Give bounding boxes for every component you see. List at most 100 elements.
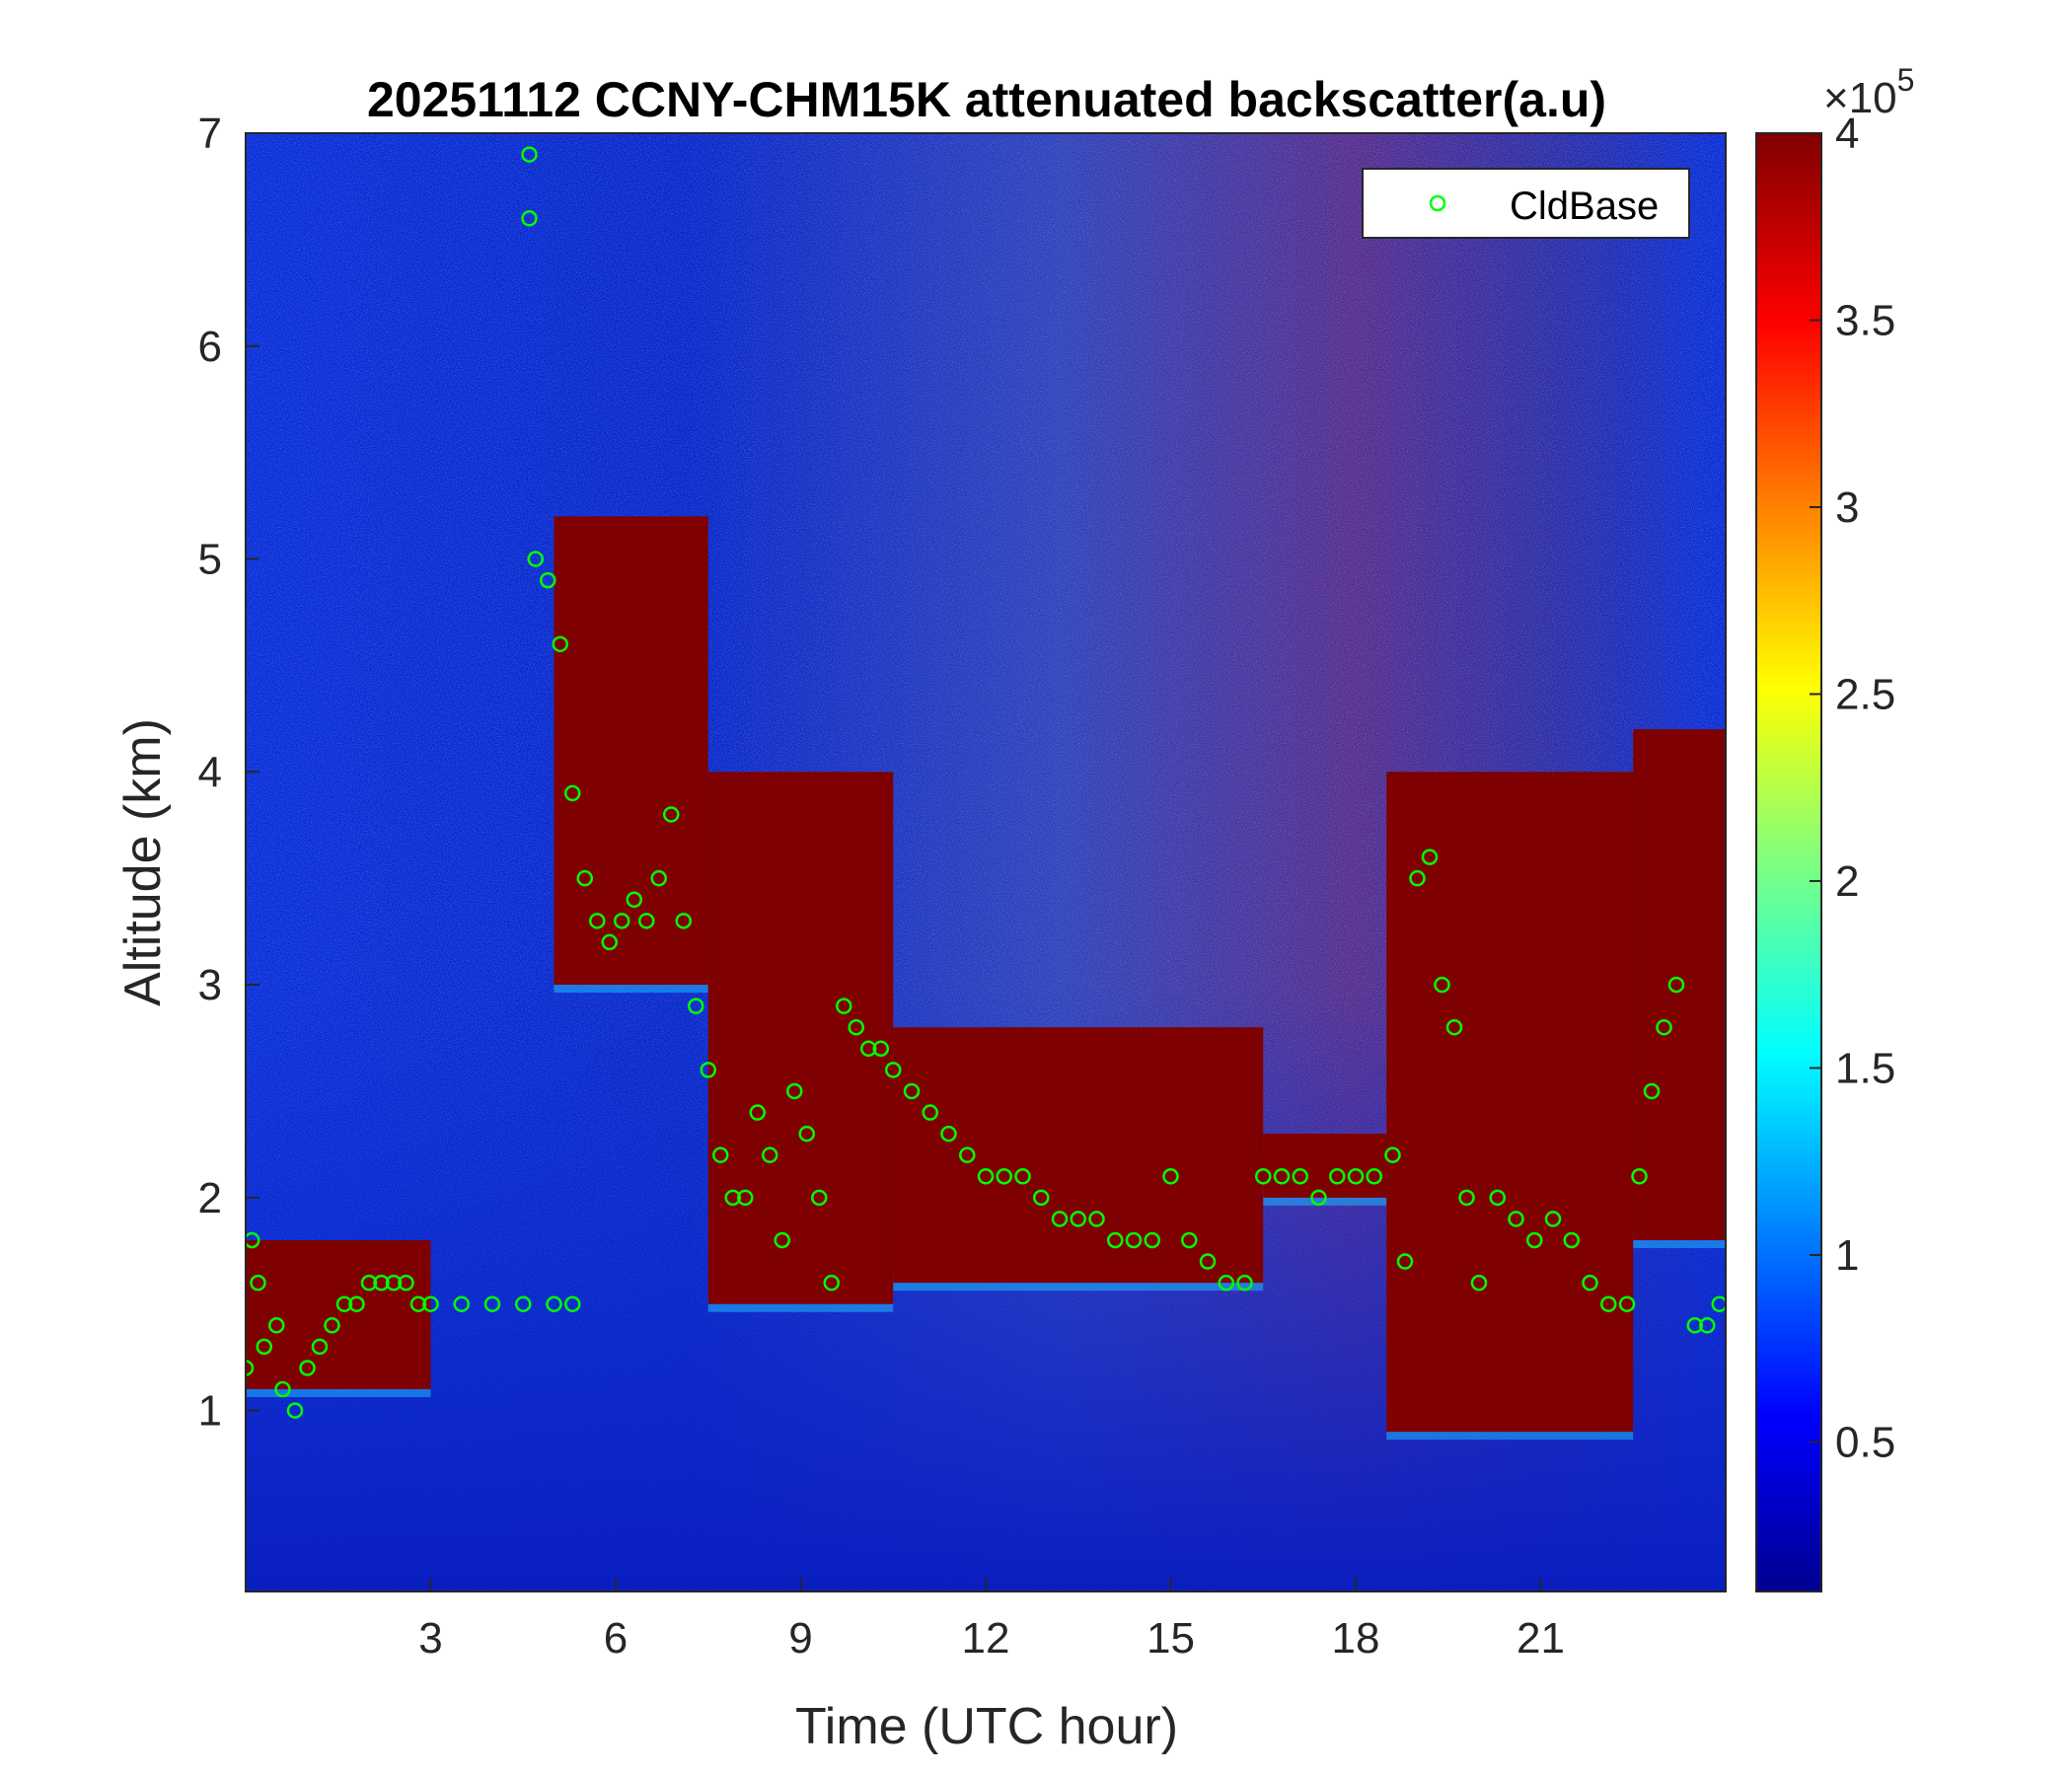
cldbase-point — [811, 1189, 828, 1207]
x-tick-label: 18 — [1332, 1614, 1380, 1663]
cldbase-point — [1563, 1231, 1580, 1249]
plot-area — [246, 133, 1726, 1591]
cldbase-point — [1699, 1317, 1716, 1334]
cldbase-point — [1489, 1189, 1506, 1207]
cldbase-point — [675, 913, 692, 929]
cldbase-point — [1544, 1211, 1562, 1227]
cldbase-point — [1711, 1295, 1726, 1312]
y-tick-label: 6 — [198, 323, 222, 371]
colorbar-tick-label: 0.5 — [1835, 1418, 1895, 1466]
cldbase-point — [1181, 1231, 1198, 1249]
cldbase-point — [650, 869, 667, 887]
cldbase-point — [700, 1062, 716, 1078]
cldbase-point — [335, 1295, 353, 1312]
cldbase-point — [1366, 1168, 1382, 1185]
colorbar-tick-label: 1.5 — [1835, 1044, 1895, 1092]
cldbase-point — [360, 1274, 378, 1292]
x-tick-label: 15 — [1147, 1614, 1195, 1663]
cldbase-point — [1292, 1168, 1308, 1185]
y-tick-label: 1 — [198, 1387, 222, 1436]
cldbase-point — [1526, 1231, 1543, 1249]
cldbase-point — [1273, 1168, 1291, 1185]
cldbase-point — [409, 1295, 427, 1312]
legend-marker-cldbase — [1429, 194, 1446, 212]
colorbar-tick-label: 2 — [1835, 857, 1859, 906]
cldbase-markers — [246, 146, 1726, 1419]
cldbase-point — [286, 1402, 304, 1419]
cldbase-point — [1033, 1189, 1050, 1207]
x-tick-label: 3 — [418, 1614, 442, 1663]
y-axis-ticks: 1 2 3 4 5 6 7 — [198, 110, 259, 1436]
cldbase-point — [1631, 1168, 1648, 1185]
cldbase-point — [299, 1360, 316, 1376]
cldbase-point — [977, 1168, 995, 1185]
cldbase-point — [1310, 1189, 1327, 1207]
cldbase-point — [996, 1168, 1012, 1185]
cldbase-point — [521, 210, 538, 227]
cldbase-point — [422, 1295, 439, 1312]
cloud-region-3 — [893, 1027, 1264, 1284]
y-axis-label: Altitude (km) — [114, 718, 172, 1006]
cldbase-point — [1421, 849, 1439, 865]
cldbase-point — [256, 1338, 272, 1356]
legend-box — [1362, 168, 1690, 239]
cldbase-point — [1409, 869, 1426, 887]
cldbase-point — [564, 1295, 581, 1312]
cldbase-point — [540, 571, 556, 589]
cldbase-point — [373, 1274, 390, 1292]
y-tick-label: 3 — [198, 961, 222, 1009]
cldbase-point — [737, 1189, 754, 1207]
cldbase-point — [1600, 1295, 1617, 1312]
cloud-region-0 — [246, 1239, 431, 1390]
cldbase-point — [1051, 1211, 1069, 1227]
cldbase-point — [762, 1147, 778, 1163]
cldbase-point — [903, 1082, 921, 1100]
cldbase-point — [922, 1104, 938, 1121]
x-axis-ticks: 3 6 9 12 15 18 21 — [418, 1578, 1565, 1663]
cloud-region-5 — [1386, 772, 1634, 1433]
cldbase-point — [774, 1231, 790, 1249]
cldbase-point — [1218, 1274, 1234, 1292]
cldbase-point — [398, 1274, 414, 1292]
cldbase-point — [860, 1040, 877, 1058]
cldbase-point — [1618, 1295, 1636, 1312]
cldbase-point — [564, 784, 581, 802]
cldbase-point — [268, 1317, 285, 1334]
cldbase-point — [589, 913, 606, 929]
cldbase-point — [348, 1295, 365, 1312]
cldbase-point — [798, 1125, 815, 1143]
cldbase-point — [724, 1189, 741, 1207]
colorbar-exponent: ×105 — [1823, 62, 1914, 122]
cldbase-point — [940, 1125, 957, 1143]
cldbase-point — [663, 806, 680, 823]
cldbase-point — [1470, 1274, 1488, 1292]
cldbase-point — [1434, 976, 1450, 994]
cldbase-point — [1396, 1253, 1414, 1270]
cldbase-point — [483, 1295, 501, 1312]
cldbase-point — [1458, 1189, 1475, 1207]
cldbase-point — [324, 1317, 340, 1334]
cldbase-point — [848, 1018, 864, 1036]
cldbase-point — [576, 869, 593, 887]
cldbase-point — [1014, 1168, 1031, 1185]
cldbase-point — [786, 1082, 803, 1100]
colorbar-tick-label: 4 — [1835, 110, 1859, 158]
cldbase-point — [1236, 1274, 1253, 1292]
cldbase-point — [959, 1147, 976, 1163]
colorbar-tick-label: 3 — [1835, 483, 1859, 532]
cldbase-point — [614, 913, 630, 929]
cldbase-point — [1643, 1082, 1661, 1100]
cldbase-point — [712, 1147, 729, 1163]
colorbar-frame — [1755, 132, 1822, 1592]
legend-entry-cldbase: CldBase — [1510, 185, 1659, 228]
cldbase-point — [552, 635, 568, 653]
y-tick-label: 2 — [198, 1174, 222, 1222]
cldbase-point — [527, 551, 544, 567]
cldbase-point — [250, 1274, 266, 1292]
colorbar-tick-label: 3.5 — [1835, 296, 1895, 344]
cloud-region-2 — [707, 772, 894, 1304]
x-tick-label: 12 — [962, 1614, 1010, 1663]
cldbase-point — [521, 146, 538, 163]
cldbase-point — [1384, 1147, 1401, 1163]
